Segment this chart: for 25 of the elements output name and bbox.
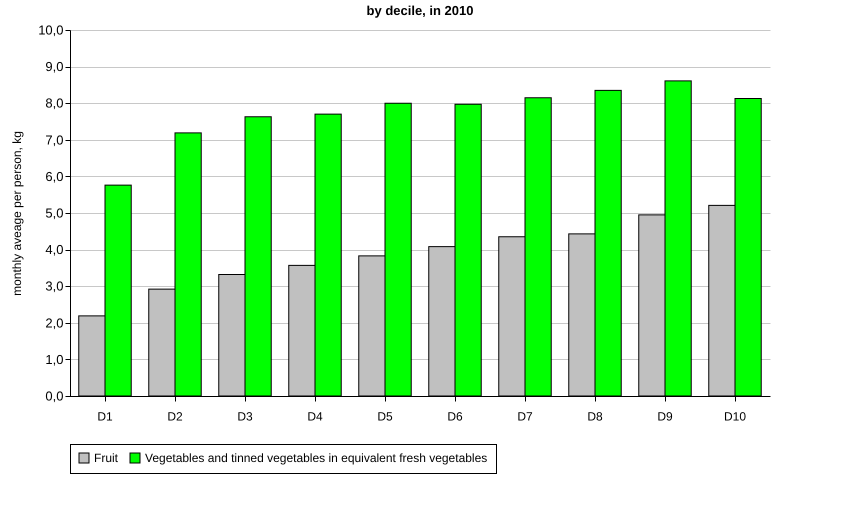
x-tick-label: D1 [97,410,113,424]
x-tick-label: D7 [517,410,533,424]
y-tick-label: 5,0 [45,206,64,220]
x-tick-label: D2 [167,410,183,424]
y-tick-label: 8,0 [45,96,64,111]
legend-label: Fruit [94,451,119,465]
y-tick-label: 1,0 [45,352,64,367]
y-axis-title: monthly aveage per person, kg [10,131,24,296]
x-tick-label: D9 [657,410,673,424]
y-tick-label: 7,0 [45,132,64,148]
y-tick-label: 3,0 [45,278,64,294]
x-tick-label: D5 [377,410,393,424]
y-tick-label: 4,0 [45,242,64,258]
y-tick-label: 9,0 [45,59,64,74]
x-tick-label: D4 [307,410,323,424]
x-tick-label: D8 [587,410,603,424]
legend-label: Vegetables and tinned vegetables in equivalent fresh vegetables [145,451,488,465]
y-tick-label: 0,0 [45,388,64,404]
chart-title: by decile, in 2010 [366,3,474,18]
x-tick-label: D10 [724,410,746,424]
x-tick-label: D6 [447,410,463,424]
y-tick-label: 10,0 [38,22,64,38]
x-tick-label: D3 [237,410,253,424]
y-tick-label: 2,0 [45,315,64,330]
y-tick-label: 6,0 [45,168,64,184]
